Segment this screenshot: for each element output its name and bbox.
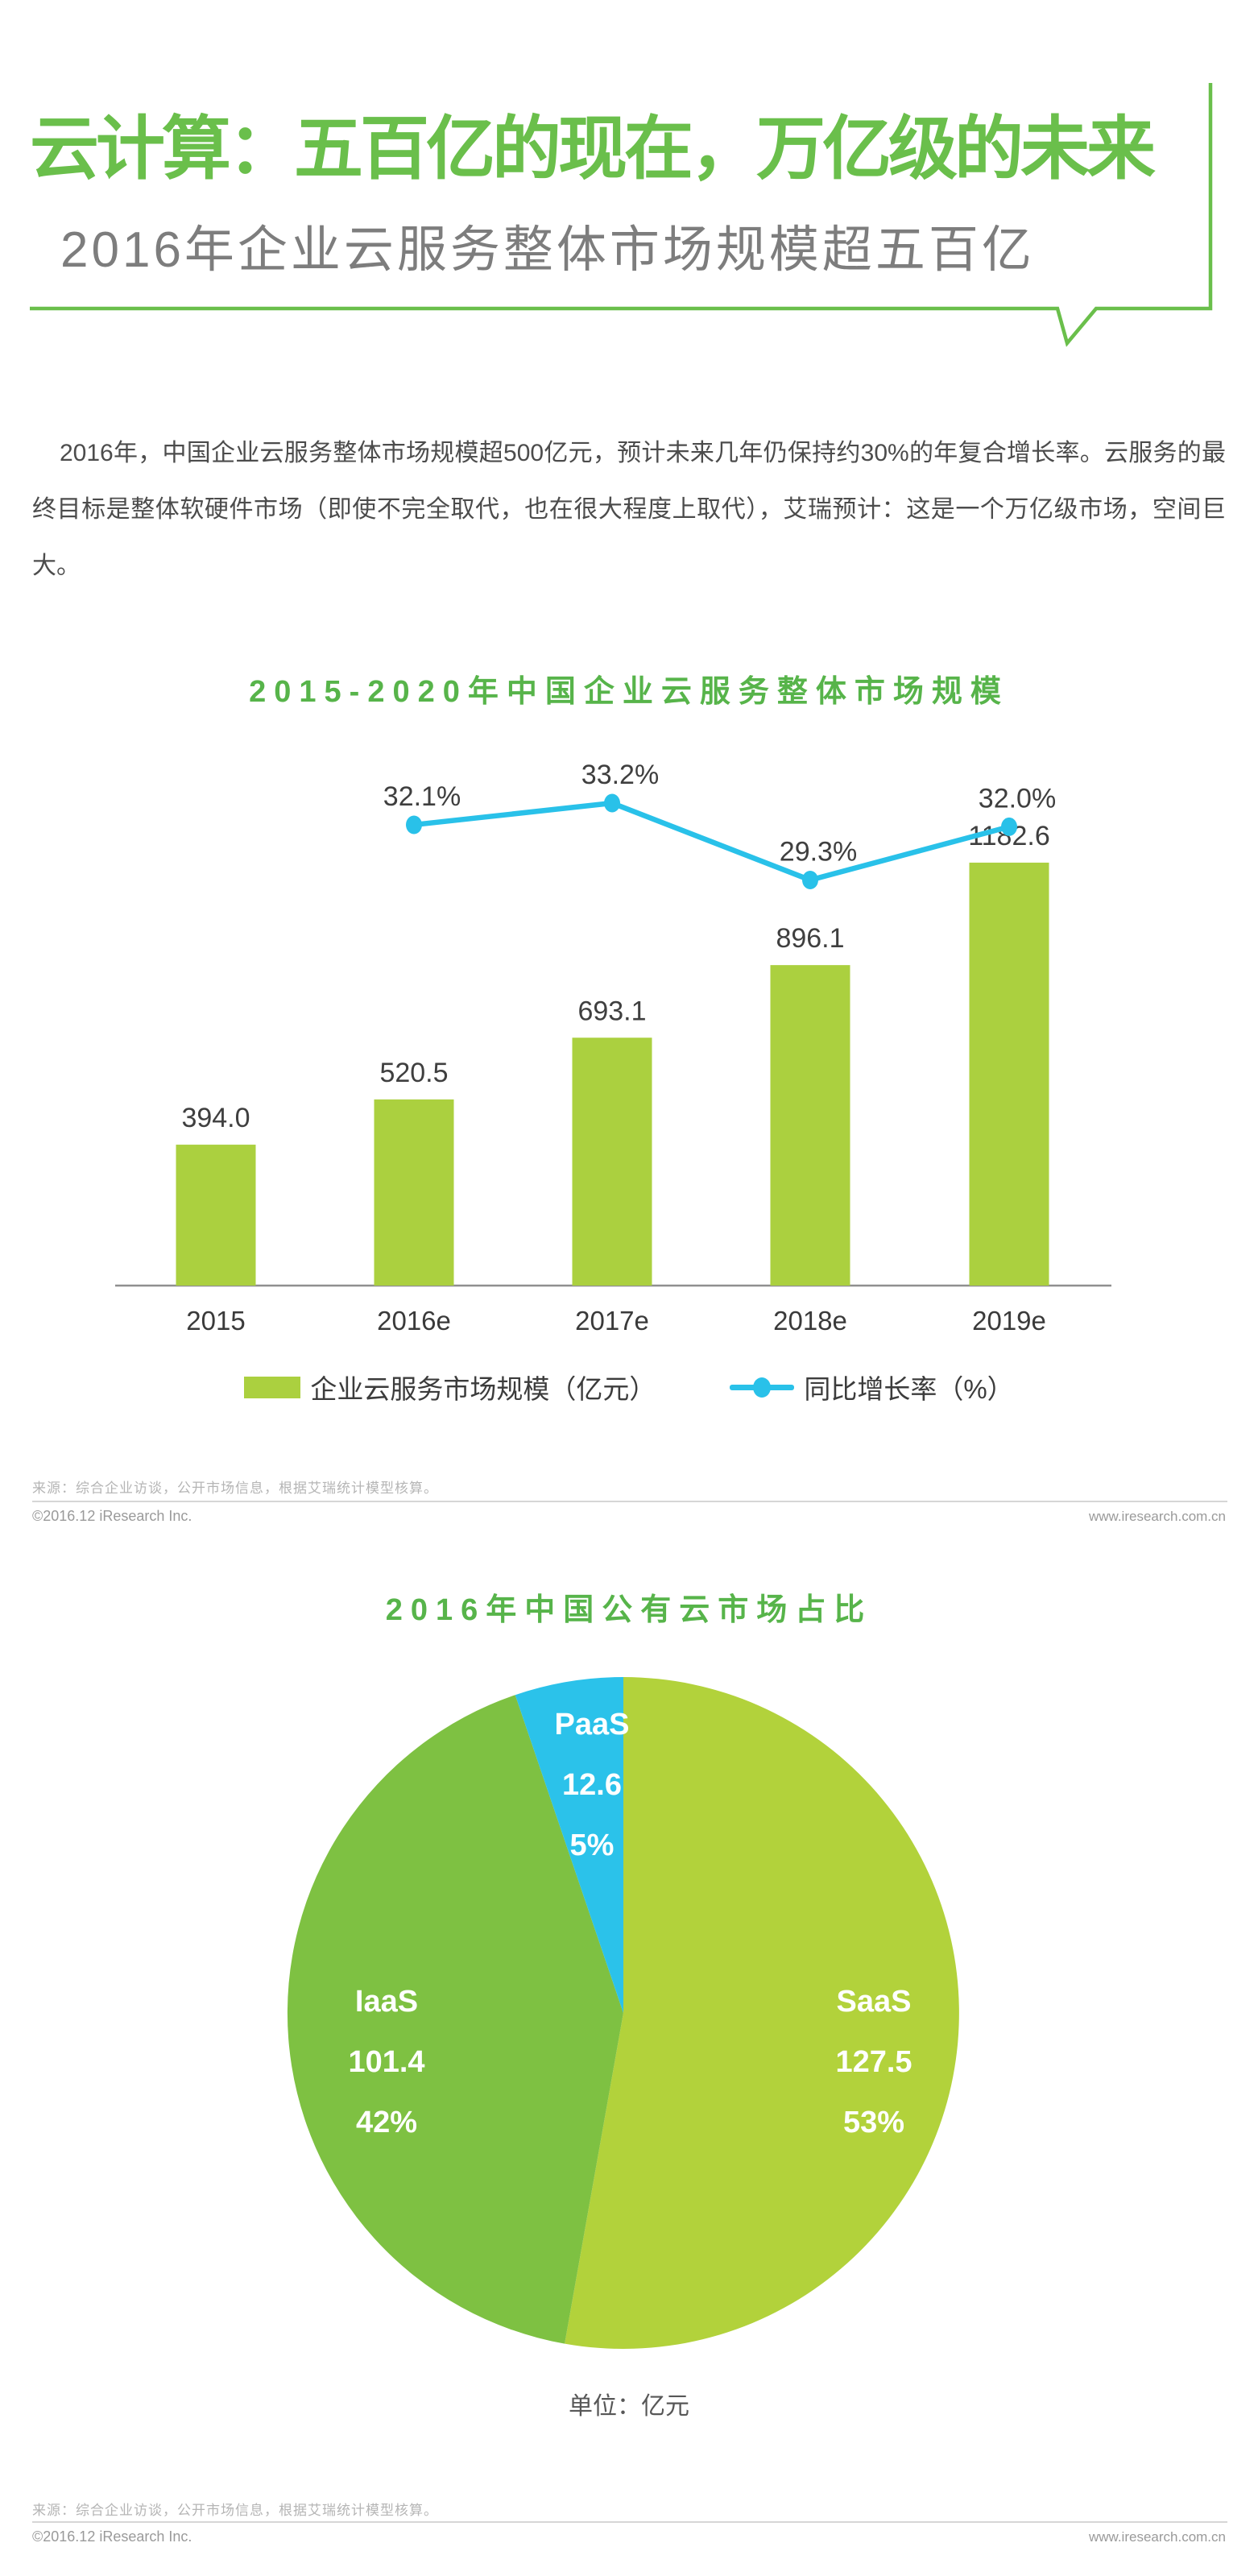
x-tick-label: 2017e <box>575 1306 649 1336</box>
x-tick-label: 2016e <box>377 1306 451 1336</box>
pie-label-paas-value: 12.6 <box>562 1768 622 1802</box>
line-series-label: 同比增长率（%） <box>804 1374 1014 1404</box>
bar-2017e <box>572 1037 652 1286</box>
bar-series-swatch <box>244 1376 301 1398</box>
bar-value-label: 896.1 <box>776 923 844 954</box>
bar-line-chart: 394.02015520.52016e693.12017e896.12018e1… <box>115 760 1111 1336</box>
pie-label-iaas-name: IaaS <box>355 1985 418 2019</box>
pie-label-iaas-percent: 42% <box>356 2106 417 2139</box>
page-subtitle: 2016年企业云服务整体市场规模超五百亿 <box>60 222 1035 279</box>
pie-chart: SaaS 127.5 53% IaaS 101.4 42% PaaS 12.6 5% <box>287 1677 959 2349</box>
bar-value-label: 394.0 <box>181 1103 250 1133</box>
pie-slice-iaas <box>287 1695 623 2344</box>
pie-label-saas-percent: 53% <box>843 2106 904 2139</box>
growth-point <box>1001 817 1017 836</box>
intro-paragraph: 2016年，中国企业云服务整体市场规模超500亿元，预计未来几年仍保持约30%的… <box>32 440 1226 579</box>
growth-value-label: 29.3% <box>780 837 857 868</box>
pie-unit-note: 单位：亿元 <box>569 2393 689 2420</box>
pie-label-paas-name: PaaS <box>555 1708 630 1741</box>
growth-value-label: 32.0% <box>979 783 1056 814</box>
page-title: 云计算：五百亿的现在，万亿级的未来 <box>30 110 1156 188</box>
growth-point <box>802 871 818 890</box>
line-series-dot <box>753 1377 772 1398</box>
bar-series-label: 企业云服务市场规模（亿元） <box>310 1374 656 1404</box>
source-note: 来源：综合企业访谈，公开市场信息，根据艾瑞统计模型核算。 <box>32 1481 438 1496</box>
bar-value-label: 693.1 <box>577 996 646 1026</box>
bar-chart-title: 2015-2020年中国企业云服务整体市场规模 <box>249 675 1009 709</box>
bar-2019e <box>969 862 1049 1286</box>
copyright-note: ©2016.12 iResearch Inc. <box>32 1508 192 1524</box>
website-link: www.iresearch.com.cn <box>1088 2529 1226 2545</box>
footer-divider <box>32 1501 1227 1502</box>
bar-chart-legend: 企业云服务市场规模（亿元） 同比增长率（%） <box>0 1369 1258 1405</box>
growth-point <box>604 793 620 813</box>
website-link: www.iresearch.com.cn <box>1088 1509 1226 1524</box>
pie-label-saas-value: 127.5 <box>835 2045 912 2079</box>
pie-slice-paas <box>515 1677 623 2013</box>
growth-value-label: 32.1% <box>383 781 461 812</box>
x-tick-label: 2019e <box>972 1306 1046 1336</box>
x-tick-label: 2018e <box>773 1306 847 1336</box>
source-note: 来源：综合企业访谈，公开市场信息，根据艾瑞统计模型核算。 <box>32 2503 438 2518</box>
line-series-marker <box>730 1377 795 1398</box>
bar-2015 <box>176 1145 256 1286</box>
pie-label-saas-name: SaaS <box>837 1985 912 2019</box>
pie-slice-saas <box>565 1677 959 2349</box>
pie-chart-title: 2016年中国公有云市场占比 <box>385 1593 873 1627</box>
pie-label-iaas-value: 101.4 <box>348 2045 424 2079</box>
footer-divider <box>32 2521 1227 2523</box>
growth-value-label: 33.2% <box>581 760 659 790</box>
legend-item-bar: 企业云服务市场规模（亿元） <box>244 1368 656 1406</box>
legend-item-line: 同比增长率（%） <box>730 1368 1014 1406</box>
pie-label-paas-percent: 5% <box>570 1828 615 1862</box>
copyright-note: ©2016.12 iResearch Inc. <box>32 2528 192 2545</box>
x-tick-label: 2015 <box>186 1306 245 1336</box>
bar-value-label: 520.5 <box>379 1058 448 1088</box>
growth-point <box>406 815 422 835</box>
bar-2016e <box>374 1099 454 1286</box>
growth-line <box>413 800 1010 883</box>
bar-2018e <box>770 965 850 1286</box>
